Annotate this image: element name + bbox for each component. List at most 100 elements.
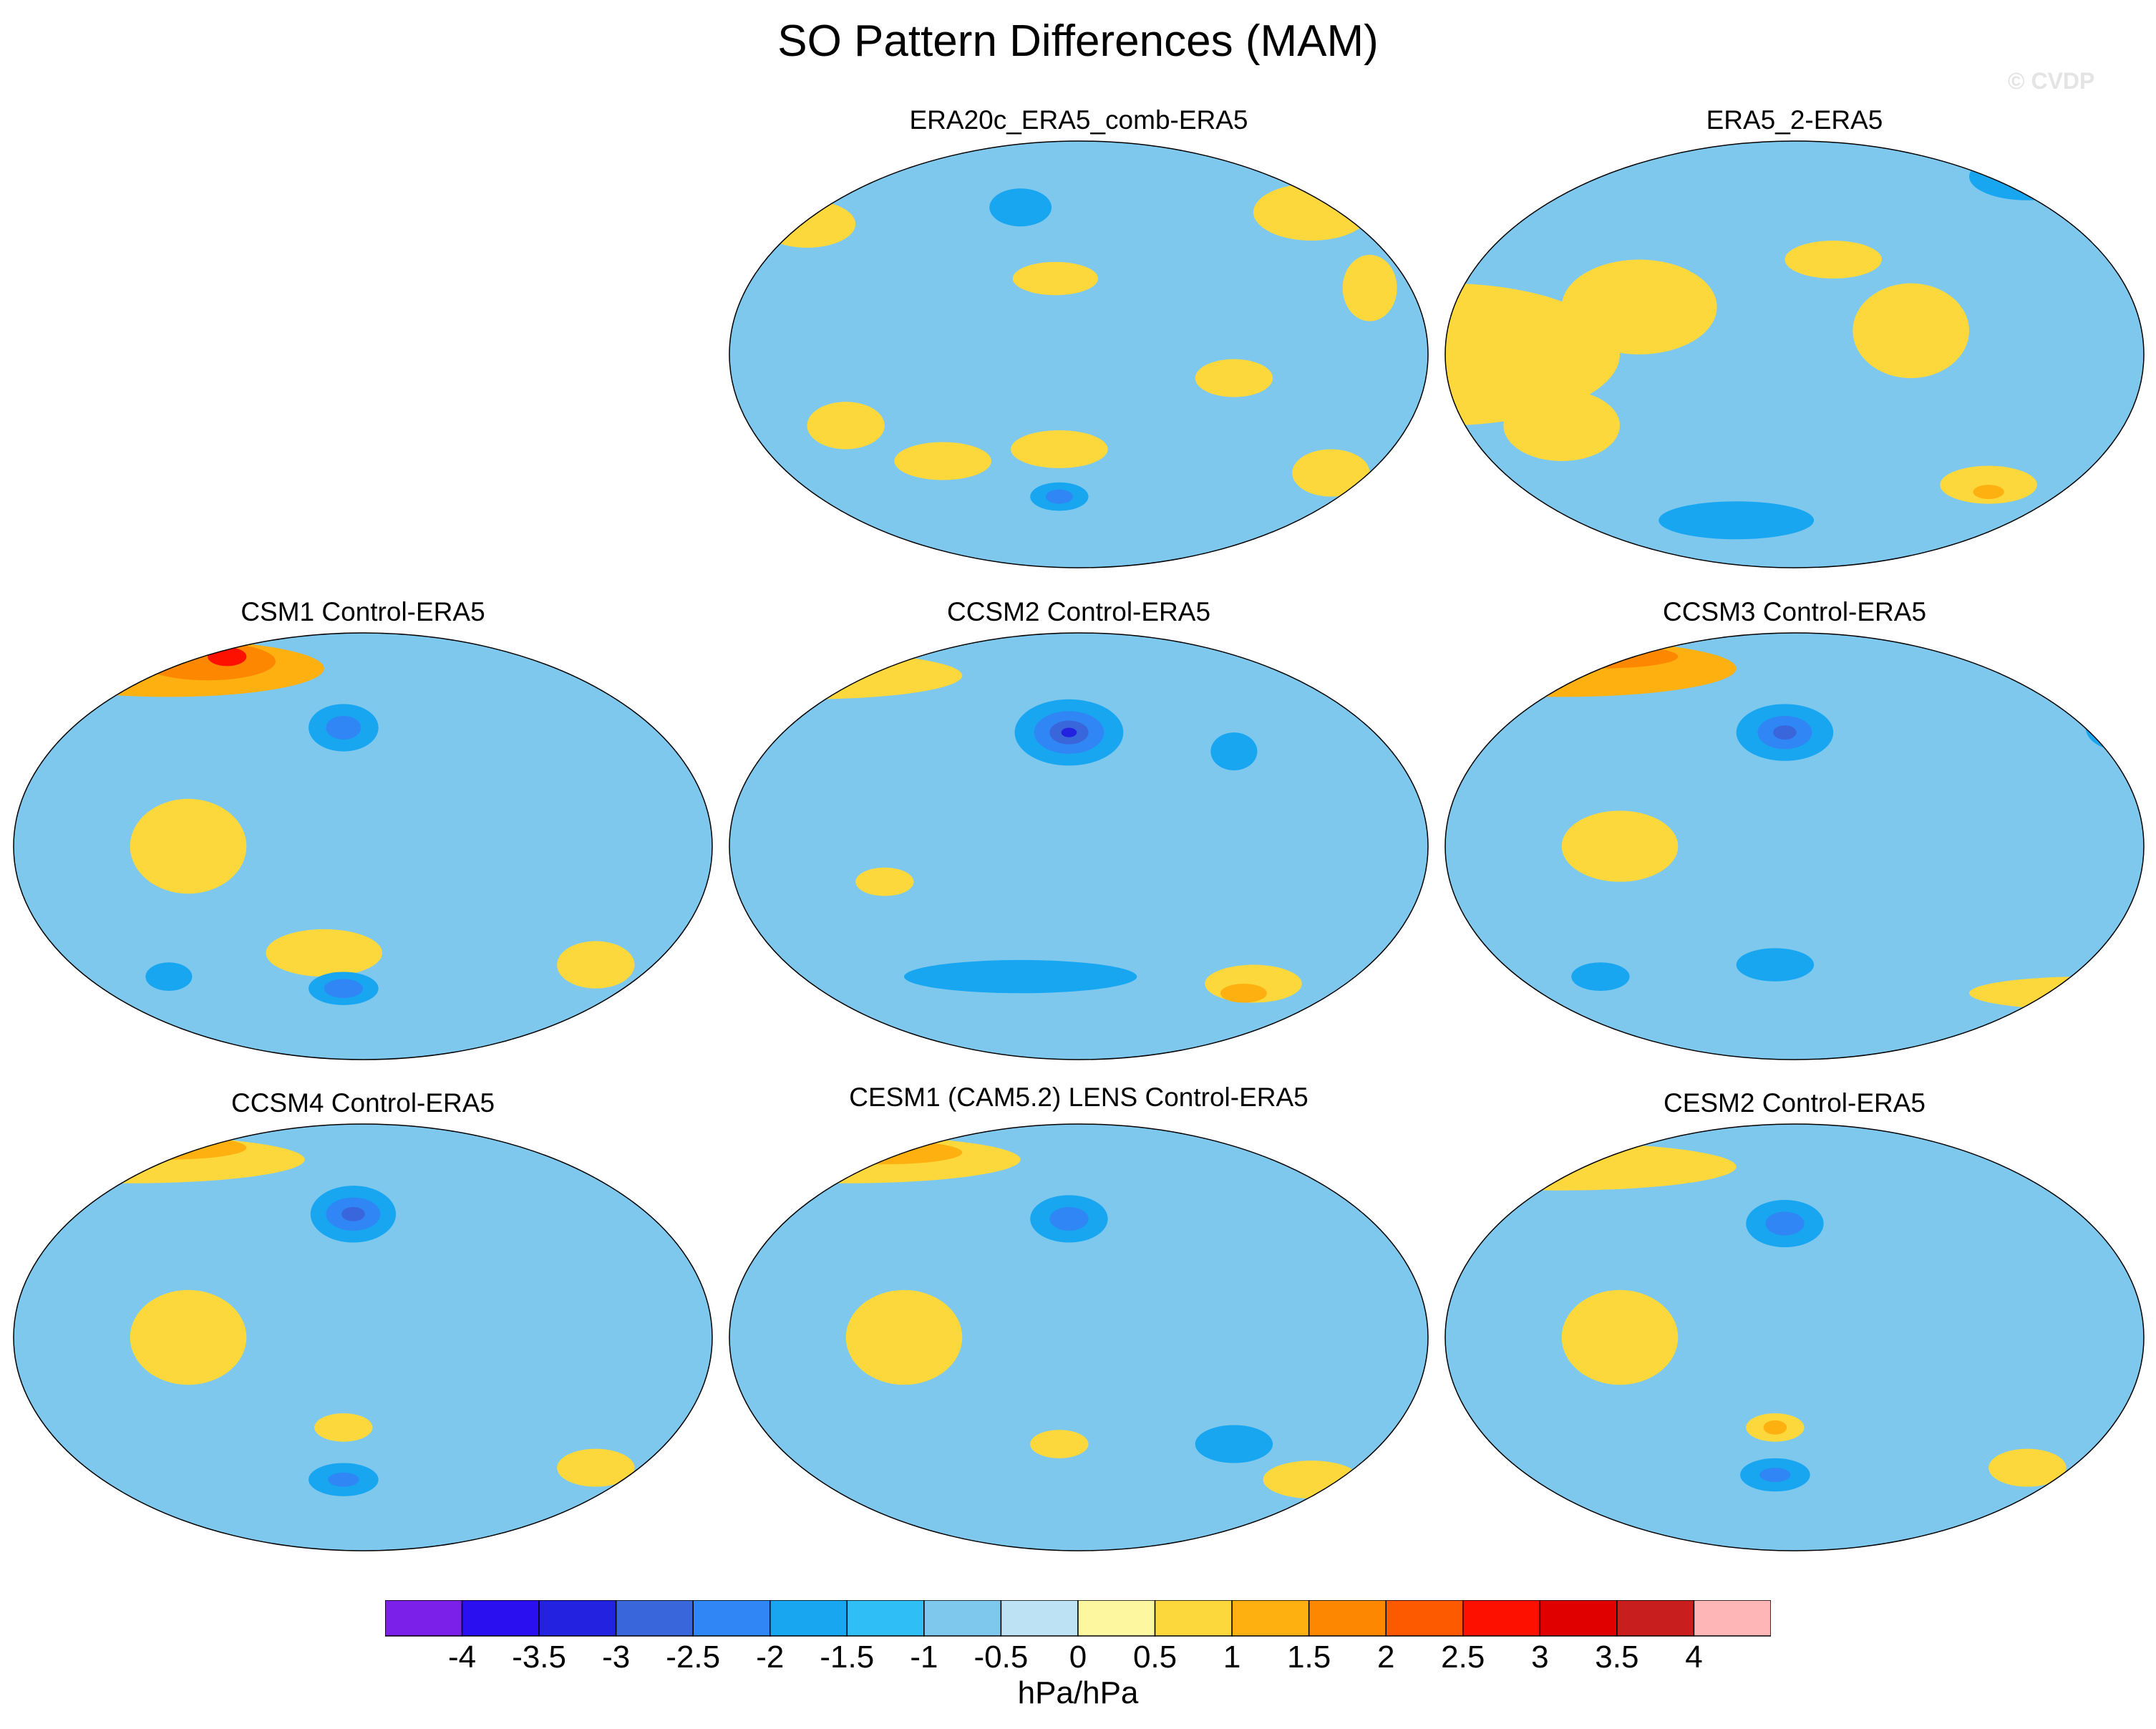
colorbar-swatch (1000, 1600, 1079, 1637)
colorbar-tick-label: 1 (1223, 1640, 1241, 1675)
contour-region (1852, 283, 1969, 379)
colorbar-swatch (1539, 1600, 1618, 1637)
robinson-map (729, 1123, 1429, 1551)
map-panel-ccsm3: CCSM3 Control-ERA5 (1440, 596, 2149, 1061)
contour-region (1784, 241, 1882, 279)
contour-region (29, 697, 76, 735)
contour-region (1503, 389, 1620, 461)
contour-region (1195, 359, 1273, 397)
colorbar-tick-label: 0 (1069, 1640, 1087, 1675)
colorbar-swatch (769, 1600, 848, 1637)
panel-title: CESM2 Control-ERA5 (1663, 1088, 1926, 1118)
contour-region (1374, 666, 1405, 685)
contour-region (1030, 1430, 1089, 1458)
contour-region (130, 798, 247, 894)
contour-region (1253, 183, 1370, 241)
colorbar-tick-label: -3 (602, 1640, 631, 1675)
contour-region (1765, 1211, 1805, 1236)
colorbar-units: hPa/hPa (1017, 1675, 1139, 1710)
contour-region (91, 1135, 247, 1160)
colorbar-swatch (461, 1600, 540, 1637)
colorbar-tick-label: -3.5 (512, 1640, 567, 1675)
panel-title: CCSM2 Control-ERA5 (946, 597, 1211, 626)
colorbar (385, 1600, 1771, 1637)
map-panel-cesm2: CESM2 Control-ERA5 (1440, 1087, 2149, 1552)
colorbar-tick-labels: -4 -3.5 -3 -2.5 -2 -1.5 -1 -0.5 0 0.5 1 1.5 2 2.5 3 3.5… (0, 1640, 2156, 1682)
contour-region (1989, 1448, 2067, 1487)
contour-region (1763, 1420, 1787, 1435)
contour-region (615, 654, 693, 683)
contour-region (989, 188, 1052, 227)
panel-title: CCSM4 Control-ERA5 (230, 1088, 495, 1118)
contour-region (557, 941, 635, 989)
contour-region (1210, 732, 1258, 771)
contour-region (845, 1289, 963, 1385)
colorbar-tick-label: 4 (1685, 1640, 1703, 1675)
colorbar-swatch (1231, 1600, 1310, 1637)
colorbar-tick-label: 2.5 (1441, 1640, 1485, 1675)
panel-title: ERA20c_ERA5_comb-ERA5 (909, 105, 1248, 135)
robinson-map (1444, 1123, 2145, 1551)
watermark: © CVDP (2008, 68, 2095, 94)
panel-title: CSM1 Control-ERA5 (241, 597, 485, 626)
colorbar-swatch (1693, 1600, 1771, 1637)
colorbar-tick-label: -1 (910, 1640, 938, 1675)
contour-region (1773, 725, 1797, 740)
map-outline (729, 632, 1429, 1060)
contour-region (1049, 1206, 1089, 1231)
map-outline (1444, 140, 2145, 568)
contour-region (1263, 1461, 1361, 1499)
colorbar-swatch (692, 1600, 771, 1637)
contour-region (807, 1140, 963, 1165)
contour-region (328, 1472, 359, 1487)
colorbar-swatch (1077, 1600, 1156, 1637)
colorbar-tick-label: 3 (1531, 1640, 1549, 1675)
contour-region (1012, 261, 1099, 296)
colorbar-tick-label: 0.5 (1132, 1640, 1177, 1675)
robinson-map (729, 632, 1429, 1060)
map-panel-ccsm2: CCSM2 Control-ERA5 (724, 596, 1433, 1061)
map-outline (13, 632, 713, 1060)
colorbar-swatch (1308, 1600, 1387, 1637)
map-panel-era20c: ERA20c_ERA5_comb-ERA5 (724, 104, 1433, 569)
map-outline (1444, 1123, 2145, 1551)
panel-title: CESM1 (CAM5.2) LENS Control-ERA5 (849, 1083, 1308, 1112)
contour-region (807, 402, 885, 450)
contour-region (758, 200, 856, 248)
map-outline (13, 1123, 713, 1551)
contour-region (557, 1448, 635, 1487)
colorbar-swatch (846, 1600, 925, 1637)
colorbar-swatch (1154, 1600, 1233, 1637)
contour-region (1973, 485, 2004, 499)
panel-title: ERA5_2-ERA5 (1706, 105, 1883, 135)
contour-region (1561, 259, 1717, 354)
map-outline (729, 140, 1429, 568)
colorbar-swatch (1616, 1600, 1695, 1637)
contour-region (1045, 489, 1073, 504)
map-outline (1444, 632, 2145, 1060)
contour-region (1736, 948, 1815, 982)
colorbar-swatch (923, 1600, 1002, 1637)
contour-region (2036, 990, 2135, 1010)
colorbar-swatch (538, 1600, 617, 1637)
robinson-map (13, 1123, 713, 1551)
contour-region (1561, 1289, 1679, 1385)
figure-title: SO Pattern Differences (MAM) (777, 16, 1379, 66)
colorbar-tick-label: -1.5 (820, 1640, 875, 1675)
contour-region (140, 642, 276, 681)
colorbar-tick-label: 1.5 (1287, 1640, 1331, 1675)
contour-region (326, 715, 361, 740)
contour-region (894, 442, 991, 480)
contour-region (1561, 810, 1679, 882)
contour-region (1659, 501, 1815, 540)
colorbar-tick-label: -0.5 (973, 1640, 1029, 1675)
contour-region (324, 979, 363, 998)
contour-region (1321, 649, 1419, 688)
contour-region (266, 929, 383, 977)
colorbar-tick-label: -2.5 (666, 1640, 721, 1675)
contour-region (1195, 1425, 1273, 1463)
colorbar-swatch (1385, 1600, 1464, 1637)
colorbar-tick-label: -2 (756, 1640, 785, 1675)
colorbar-swatch (615, 1600, 694, 1637)
contour-region (145, 962, 193, 991)
